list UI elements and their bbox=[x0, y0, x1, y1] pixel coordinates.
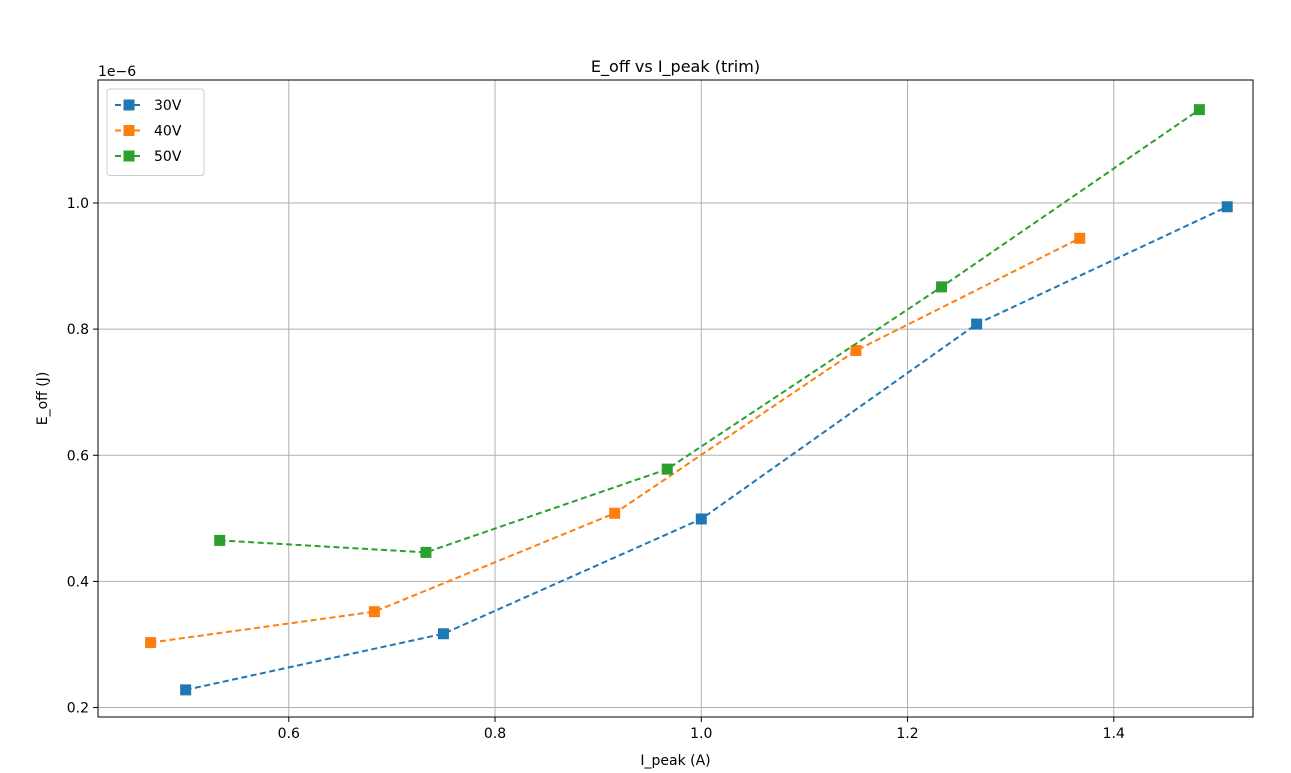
x-tick-label: 1.4 bbox=[1103, 726, 1125, 742]
series-line bbox=[150, 237, 1081, 644]
y-axis-label: E_off (J) bbox=[35, 372, 51, 426]
series-line bbox=[219, 108, 1200, 554]
data-point-marker bbox=[661, 463, 673, 475]
data-point-marker bbox=[1074, 232, 1086, 244]
series-layer bbox=[145, 104, 1233, 696]
legend-item-50V: 50V bbox=[115, 149, 182, 165]
data-point-marker bbox=[1193, 104, 1205, 116]
x-tick-label: 1.0 bbox=[690, 726, 712, 742]
y-tick-label: 0.6 bbox=[67, 448, 89, 464]
data-point-marker bbox=[971, 318, 983, 330]
grid bbox=[98, 80, 1253, 717]
data-point-marker bbox=[368, 606, 380, 618]
legend-marker bbox=[123, 99, 135, 111]
x-tick-label: 0.8 bbox=[484, 726, 506, 742]
data-point-marker bbox=[850, 345, 862, 357]
data-point-marker bbox=[214, 534, 226, 546]
plot-frame bbox=[97, 79, 1254, 718]
x-axis-label: I_peak (A) bbox=[640, 753, 710, 769]
data-point-marker bbox=[609, 507, 621, 519]
legend-item-30V: 30V bbox=[115, 98, 182, 114]
legend-label: 40V bbox=[154, 124, 182, 140]
y-offset-label: 1e−6 bbox=[98, 64, 136, 80]
data-point-marker bbox=[437, 628, 449, 640]
series-50V bbox=[214, 104, 1205, 558]
legend-item-40V: 40V bbox=[115, 124, 182, 140]
y-tick-label: 1.0 bbox=[67, 196, 89, 212]
data-point-marker bbox=[936, 281, 948, 293]
series-line bbox=[185, 205, 1228, 691]
x-tick-label: 0.6 bbox=[278, 726, 300, 742]
data-point-marker bbox=[180, 684, 192, 696]
series-30V bbox=[180, 201, 1233, 696]
data-point-marker bbox=[1221, 201, 1233, 213]
y-tick-label: 0.8 bbox=[67, 322, 89, 338]
y-tick-label: 0.4 bbox=[67, 574, 89, 590]
legend-marker bbox=[123, 150, 135, 162]
chart-title: E_off vs I_peak (trim) bbox=[591, 57, 760, 77]
series-40V bbox=[145, 232, 1086, 649]
legend-marker bbox=[123, 125, 135, 136]
legend-label: 50V bbox=[154, 149, 182, 165]
data-point-marker bbox=[695, 513, 707, 525]
x-tick-label: 1.2 bbox=[896, 726, 918, 742]
data-point-marker bbox=[145, 637, 157, 649]
data-point-marker bbox=[420, 546, 432, 558]
y-tick-label: 0.2 bbox=[67, 701, 89, 717]
legend-label: 30V bbox=[154, 98, 182, 114]
axis-ticks: 0.6 0.8 1.0 1.2 1.4 0.2 0.4 0.6 0.8 1.0 bbox=[67, 196, 1125, 742]
legend: 30V 40V 50V bbox=[106, 88, 205, 176]
